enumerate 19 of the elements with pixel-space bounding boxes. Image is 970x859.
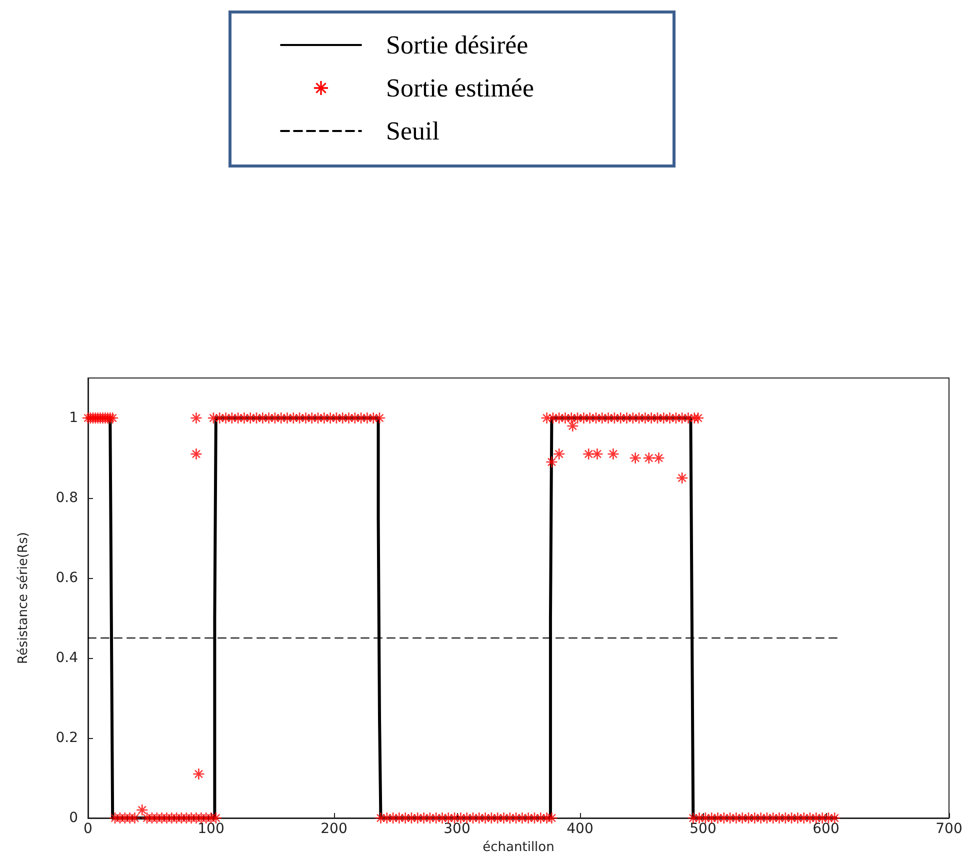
legend-label: Sortie désirée	[386, 30, 528, 60]
y-tick-label: 0.2	[56, 730, 78, 746]
x-axis-title: échantillon	[482, 840, 554, 855]
legend-label: Sortie estimée	[386, 74, 534, 102]
x-tick-label: 700	[936, 821, 962, 837]
y-tick-label: 1	[69, 410, 78, 426]
x-tick-label: 100	[198, 821, 224, 837]
x-tick-label: 600	[812, 821, 840, 837]
y-tick-label: 0.4	[56, 650, 78, 666]
x-tick-label: 400	[566, 821, 594, 837]
y-tick-label: 0.6	[56, 570, 78, 586]
x-tick-label: 500	[690, 821, 716, 837]
y-axis-title: Résistance série(Rs)	[16, 532, 31, 664]
y-tick-label: 0	[69, 810, 78, 826]
x-tick-label: 300	[444, 821, 470, 837]
x-tick-label: 0	[84, 821, 92, 837]
legend-label: Seuil	[386, 116, 440, 146]
y-tick-label: 0.8	[56, 490, 78, 506]
x-tick-label: 200	[320, 821, 348, 837]
